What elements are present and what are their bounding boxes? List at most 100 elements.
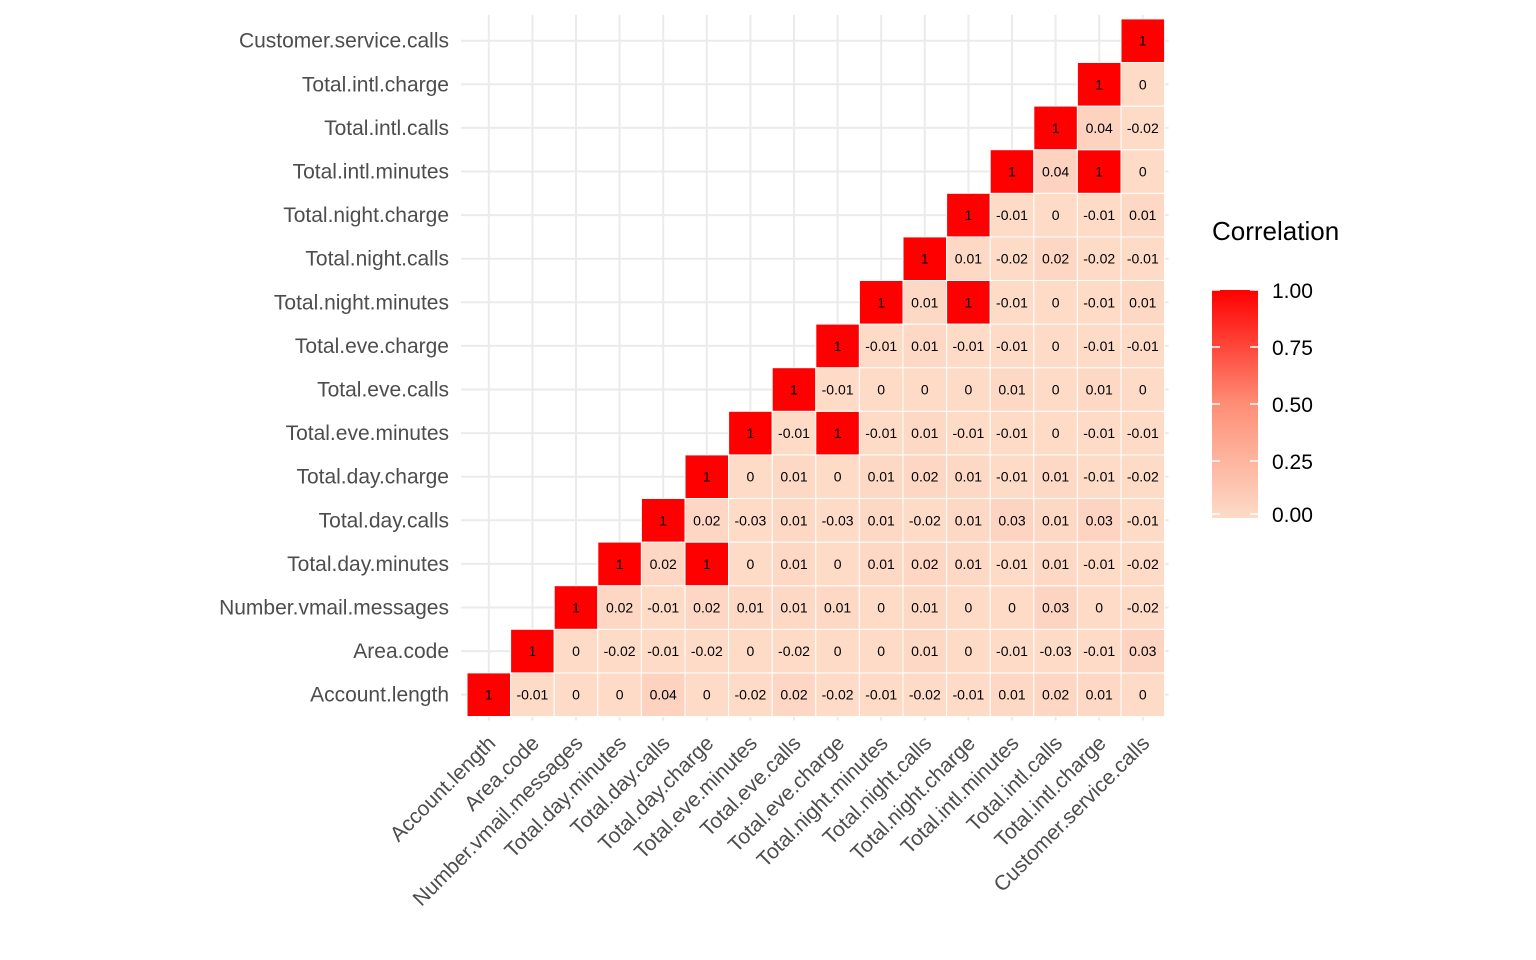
legend-tick-label: 0.25 <box>1272 451 1313 474</box>
cell-value-label: 0.02 <box>1042 251 1069 267</box>
heatmap-cell <box>771 541 817 587</box>
cell-value-label: 1 <box>1095 164 1103 180</box>
cell-value-label: -0.01 <box>865 338 897 354</box>
y-tick-total-intl-calls: Total.intl.calls <box>324 117 449 140</box>
y-axis-tick-labels: Account.length Area.code Number.vmail.mess… <box>219 30 449 707</box>
cell-value-label: 1 <box>1052 120 1060 136</box>
cell-value-label: 0.04 <box>1086 120 1113 136</box>
heatmap-cell <box>1120 585 1166 630</box>
cell-value-label: -0.01 <box>996 556 1028 572</box>
cell-value-label: 0 <box>965 382 973 398</box>
cell-value-label: -0.02 <box>822 687 854 703</box>
cell-value-label: -0.03 <box>822 512 854 528</box>
cell-value-label: -0.01 <box>1127 425 1159 441</box>
heatmap-cell <box>946 541 991 587</box>
heatmap-cell <box>1120 280 1166 325</box>
cell-value-label: 0 <box>877 600 885 616</box>
cell-value-label: 0 <box>877 382 885 398</box>
cell-value-label: 0.02 <box>911 556 938 572</box>
heatmap-cell <box>728 498 773 543</box>
heatmap-cell <box>1033 585 1078 630</box>
cell-value-label: -0.02 <box>909 687 941 703</box>
heatmap-cell <box>1033 236 1078 281</box>
heatmap-cell <box>858 628 904 674</box>
cell-value-label: 0 <box>1052 338 1060 354</box>
heatmap-cell <box>1076 672 1122 718</box>
cell-value-label: 0 <box>1052 425 1060 441</box>
cell-value-label: -0.01 <box>516 687 548 703</box>
heatmap-cell <box>902 236 948 281</box>
cell-value-label: 0.02 <box>693 600 720 616</box>
heatmap-cell <box>1033 149 1078 194</box>
heatmap-cell <box>815 410 860 456</box>
cell-value-label: -0.01 <box>996 425 1028 441</box>
cell-value-label: -0.01 <box>647 600 679 616</box>
legend-tick-label: 1.00 <box>1272 280 1313 303</box>
heatmap-cell <box>1076 62 1122 107</box>
y-tick-total-intl-minutes: Total.intl.minutes <box>293 161 449 184</box>
heatmap-cell <box>1120 62 1166 107</box>
heatmap-cell <box>815 367 860 412</box>
cell-value-label: 0.01 <box>955 556 982 572</box>
y-tick-total-night-minutes: Total.night.minutes <box>274 291 449 314</box>
heatmap-cell <box>946 280 991 325</box>
cell-value-label: 1 <box>965 294 973 310</box>
cell-value-label: 1 <box>703 469 711 485</box>
cell-value-label: 0.01 <box>955 469 982 485</box>
cell-value-label: -0.02 <box>604 643 636 659</box>
cell-value-label: 0.02 <box>693 512 720 528</box>
cell-value-label: 0 <box>616 687 624 703</box>
cell-value-label: 0.02 <box>1042 687 1069 703</box>
cell-value-label: 1 <box>921 251 929 267</box>
heatmap-cell <box>902 628 948 674</box>
cell-value-label: 0 <box>921 382 929 398</box>
cell-value-label: -0.01 <box>1083 425 1115 441</box>
cell-value-label: 0.01 <box>1042 512 1069 528</box>
cell-value-label: 0 <box>747 643 755 659</box>
cell-value-label: 0.01 <box>911 338 938 354</box>
heatmap-cell <box>597 628 642 674</box>
cell-value-label: 0 <box>1008 600 1016 616</box>
legend-tick-label: 0.50 <box>1272 394 1313 417</box>
heatmap-cell <box>1120 18 1166 63</box>
cell-value-label: 1 <box>529 643 537 659</box>
heatmap-cell <box>1076 410 1122 456</box>
heatmap-cell <box>902 541 948 587</box>
cell-value-label: 0.02 <box>911 469 938 485</box>
heatmap-cell <box>815 323 860 369</box>
cell-value-label: 0 <box>1139 382 1147 398</box>
y-tick-customer-service-calls: Customer.service.calls <box>239 30 449 53</box>
cell-value-label: 1 <box>703 556 711 572</box>
heatmap-cell <box>771 585 817 630</box>
heatmap-cell <box>902 498 948 543</box>
cell-value-label: -0.02 <box>691 643 723 659</box>
cell-value-label: 0.01 <box>998 382 1025 398</box>
cell-value-label: -0.02 <box>1083 251 1115 267</box>
heatmap-cell <box>1033 672 1078 718</box>
cell-value-label: 1 <box>790 382 798 398</box>
cell-value-label: 1 <box>965 207 973 223</box>
cell-value-label: 0.02 <box>780 687 807 703</box>
heatmap-cell <box>1076 280 1122 325</box>
cell-value-label: 0.02 <box>650 556 677 572</box>
heatmap-cell <box>989 410 1035 456</box>
cell-value-label: -0.01 <box>1083 207 1115 223</box>
cell-value-label: 0.01 <box>780 556 807 572</box>
cell-value-label: -0.01 <box>952 338 984 354</box>
cell-value-label: 0.01 <box>1129 294 1156 310</box>
cell-value-label: -0.02 <box>734 687 766 703</box>
cell-value-label: -0.02 <box>996 251 1028 267</box>
cell-value-label: 0 <box>747 469 755 485</box>
heatmap-cell <box>1120 628 1166 674</box>
heatmap-cell <box>902 454 948 499</box>
cell-value-label: 0.03 <box>1042 600 1069 616</box>
heatmap-cell <box>1033 628 1078 674</box>
heatmap-cell <box>902 672 948 718</box>
heatmap-cell <box>858 541 904 587</box>
cell-value-label: 0.01 <box>780 512 807 528</box>
cell-value-label: 0.02 <box>606 600 633 616</box>
cell-value-label: -0.01 <box>865 687 897 703</box>
cell-value-label: 0 <box>965 600 973 616</box>
cell-value-label: -0.01 <box>952 425 984 441</box>
heatmap-cell <box>1076 192 1122 238</box>
